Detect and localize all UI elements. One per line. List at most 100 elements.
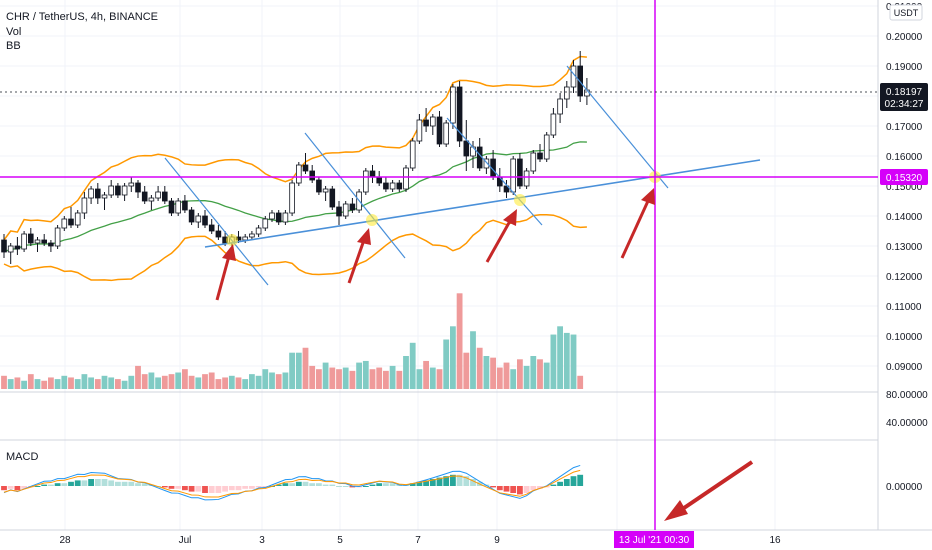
indicator-vol-label[interactable]: Vol (6, 26, 21, 38)
volume-bar (429, 367, 436, 389)
descending-line-4[interactable] (566, 65, 669, 189)
macd-hist-bar (135, 483, 141, 486)
macd-hist-bar (1, 486, 7, 491)
volume-bar (108, 377, 115, 389)
candle-body (108, 185, 115, 196)
macd-tick-label: 0.00000 (886, 482, 923, 493)
candle-body (389, 182, 396, 190)
candle-body (81, 197, 88, 214)
volume-bar (1, 375, 7, 389)
macd-hist-bar (108, 480, 115, 486)
macd-hist-bar (517, 486, 523, 495)
candle-body (21, 233, 27, 250)
candle-body (463, 140, 470, 157)
candle-body (456, 86, 463, 142)
volume-bar (557, 326, 563, 389)
candle-body (275, 212, 282, 223)
macd-hist-bar (302, 481, 309, 486)
volume-bar (517, 359, 523, 389)
level-price-value: 0.15320 (886, 173, 923, 184)
volume-bar (94, 379, 101, 389)
macd-hist-bar (383, 483, 389, 486)
symbol-title[interactable]: CHR / TetherUS, 4h, BINANCE (6, 11, 158, 23)
price-tick-label: 0.20000 (886, 32, 923, 43)
macd-hist-bar (81, 480, 88, 486)
volume-bar (362, 360, 369, 389)
macd-hist-bar (228, 486, 235, 491)
volume-bar (295, 352, 302, 389)
macd-hist-bar (329, 484, 336, 486)
macd-hist-bar (21, 486, 27, 489)
volume-bar (188, 375, 195, 389)
macd-hist-bar (195, 486, 202, 492)
volume-bar (135, 365, 141, 389)
candle-body (369, 170, 376, 178)
volume-bar (436, 369, 443, 389)
support-trendline[interactable] (204, 159, 761, 248)
volume-bar (470, 331, 476, 389)
candle-body (188, 209, 195, 223)
macd-hist-bar (577, 474, 584, 486)
candle-body (61, 218, 68, 229)
candle-body (443, 122, 449, 145)
macd-hist-bar (54, 483, 61, 486)
macd-hist-bar (34, 486, 41, 487)
macd-hist-bar (242, 486, 249, 489)
currency-badge[interactable]: USDT (889, 4, 923, 21)
macd-hist-bar (376, 483, 383, 486)
candle-body (7, 245, 14, 253)
touch-marker-1 (226, 234, 238, 246)
level-price-tag: 0.15320 (880, 169, 928, 185)
indicator-bb-label[interactable]: BB (6, 40, 21, 52)
volume-bar (228, 375, 235, 389)
macd-hist-bar (7, 486, 14, 489)
volume-bar (88, 377, 94, 389)
volume-bar (255, 375, 262, 389)
price-tick-label: 0.19000 (886, 62, 923, 73)
macd-hist-bar (161, 486, 168, 488)
candle-body (362, 170, 369, 193)
time-tick-label: 3 (259, 535, 265, 546)
descending-line-2[interactable] (304, 132, 406, 259)
volume-bar (389, 365, 396, 389)
volume-bar (322, 362, 329, 389)
volume-bar (563, 332, 570, 389)
volume-bar (242, 379, 249, 389)
price-tick-label: 0.10000 (886, 332, 923, 343)
macd-hist-bar (463, 476, 470, 486)
time-axis[interactable]: 28 Jul 3 5 7 9 16 (59, 535, 781, 546)
macd-hist-bar (570, 476, 577, 486)
descending-line-1[interactable] (164, 157, 269, 286)
bb-upper (3, 55, 587, 241)
bb-basis (3, 141, 587, 253)
volume-bar (81, 374, 88, 389)
volume-bar (530, 356, 537, 389)
macd-hist-bar (563, 479, 570, 486)
macd-hist-bar (470, 479, 476, 486)
volume-bar (155, 377, 161, 389)
candle-body (115, 185, 121, 196)
volume-bar (456, 293, 463, 389)
macd-hist-bar (503, 486, 510, 492)
volume-bar (175, 372, 182, 389)
volume-bar (141, 374, 148, 389)
candle-body (577, 65, 583, 97)
macd-hist-bar (61, 483, 68, 486)
rsi-tick-label: 80.00000 (886, 390, 928, 401)
macd-hist-bar (369, 484, 376, 486)
macd-hist-bar (550, 484, 557, 486)
volume-bar (577, 375, 584, 389)
candle-body (483, 158, 490, 169)
macd-hist-bar (141, 483, 148, 486)
indicator-macd-label[interactable]: MACD (6, 451, 38, 463)
volume-bar (336, 369, 342, 389)
candle-body (550, 113, 557, 136)
drawings[interactable] (164, 65, 761, 286)
volume-bar (309, 365, 316, 389)
price-axis[interactable]: 0.210000.200000.190000.170000.160000.150… (886, 2, 928, 493)
descending-line-3[interactable] (446, 117, 543, 226)
macd-hist-bar (249, 486, 255, 489)
candle-body (161, 191, 168, 202)
volume-bar (262, 369, 269, 389)
